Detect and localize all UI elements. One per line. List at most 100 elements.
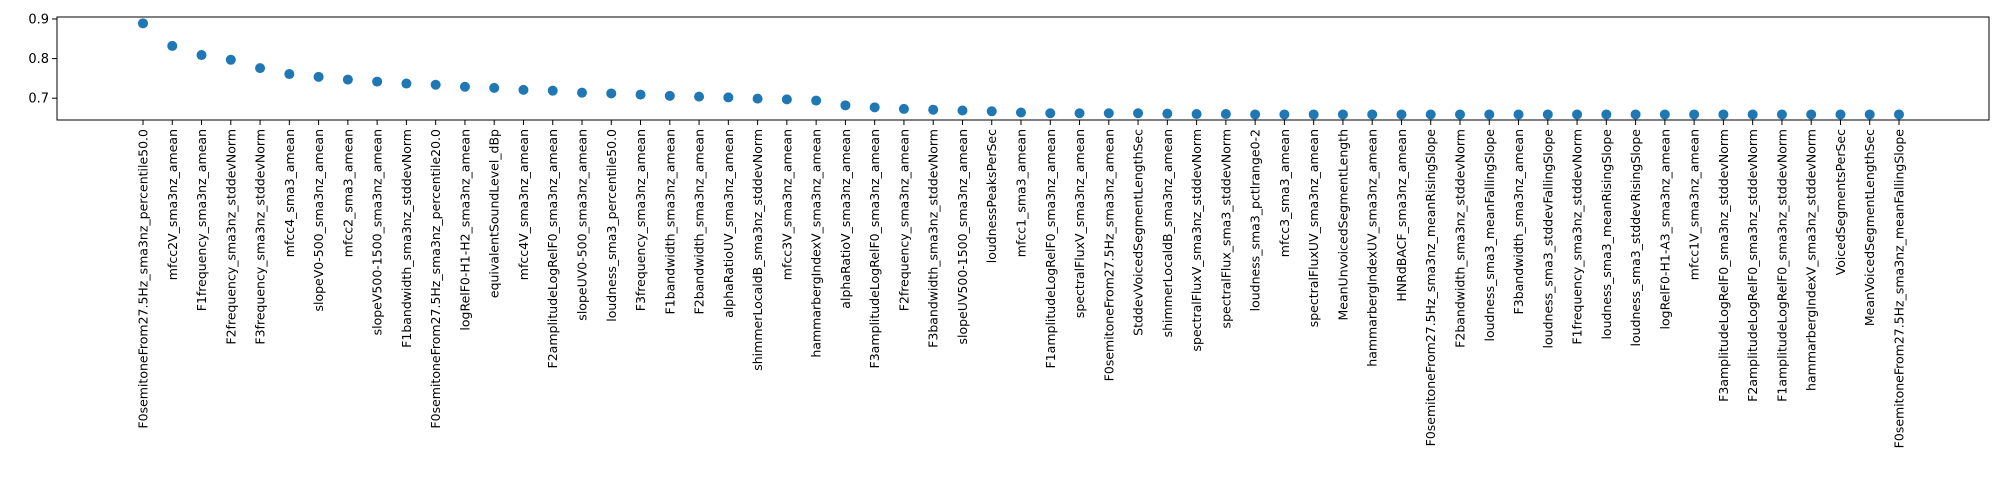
data-point (196, 50, 207, 61)
x-tick-label: F3frequency_sma3nz_amean (633, 129, 648, 311)
x-axis: F0semitoneFrom27.5Hz_sma3nz_percentile50… (136, 120, 1907, 448)
data-point (664, 90, 675, 101)
data-point (518, 84, 529, 95)
x-tick-label: loudness_sma3_meanFallingSlope (1482, 129, 1497, 342)
x-tick-label: mfcc2_sma3_amean (340, 129, 355, 257)
data-point (1045, 108, 1056, 119)
data-point (459, 81, 470, 92)
data-point (167, 40, 178, 51)
x-tick-label: loudness_sma3_meanRisingSlope (1599, 129, 1614, 340)
data-point (255, 63, 266, 74)
x-tick-label: mfcc1_sma3_amean (1014, 129, 1029, 257)
data-point (1747, 109, 1758, 120)
data-point (1103, 108, 1114, 119)
x-tick-label: logRelF0-H1-H2_sma3nz_amean (457, 129, 472, 331)
data-point (752, 93, 763, 104)
x-tick-label: HNRdBACF_sma3nz_amean (1394, 129, 1409, 302)
data-point (138, 18, 148, 29)
data-point (430, 79, 441, 90)
data-point (1455, 109, 1465, 120)
data-point (898, 103, 909, 114)
data-point (401, 78, 412, 89)
x-tick-label: F1amplitudeLogRelF0_sma3nz_stddevNorm (1774, 129, 1789, 402)
data-point (1162, 108, 1173, 119)
x-tick-label: F0semitoneFrom27.5Hz_sma3nz_meanFallingS… (1892, 129, 1907, 449)
data-point (1572, 109, 1583, 120)
data-point (1513, 109, 1524, 120)
data-point (1220, 109, 1231, 120)
data-point (1016, 107, 1026, 118)
data-point (1425, 109, 1436, 120)
y-tick-label: 0.9 (28, 12, 49, 27)
data-point (957, 105, 968, 116)
data-point (1337, 109, 1348, 120)
x-tick-label: F1frequency_sma3nz_amean (194, 129, 209, 311)
x-tick-label: alphaRatioUV_sma3nz_amean (721, 129, 736, 318)
x-tick-label: spectralFluxV_sma3nz_amean (1072, 129, 1087, 318)
x-tick-label: F3bandwidth_sma3nz_stddevNorm (926, 129, 941, 348)
x-tick-label: F2amplitudeLogRelF0_sma3nz_stddevNorm (1745, 129, 1760, 402)
data-point (1191, 109, 1202, 120)
x-tick-label: mfcc4_sma3_amean (282, 129, 297, 257)
data-point (1484, 109, 1495, 120)
x-tick-label: mfcc1V_sma3nz_amean (1687, 129, 1702, 280)
data-point (1689, 109, 1700, 120)
data-point (723, 92, 734, 103)
data-point (1864, 109, 1875, 120)
x-tick-label: MeanUnvoicedSegmentLength (1335, 129, 1350, 321)
x-tick-label: F0semitoneFrom27.5Hz_sma3nz_percentile50… (136, 129, 151, 429)
data-point (1074, 108, 1085, 119)
data-point (1250, 109, 1261, 120)
x-tick-label: MeanVoicedSegmentLengthSec (1862, 129, 1877, 326)
x-tick-label: alphaRatioV_sma3nz_amean (838, 129, 853, 309)
x-tick-label: F2bandwidth_sma3nz_amean (692, 129, 707, 314)
y-tick-label: 0.8 (28, 52, 49, 67)
data-point (1133, 108, 1144, 119)
x-tick-label: StddevVoicedSegmentLengthSec (1131, 129, 1146, 336)
data-point (694, 91, 705, 102)
x-tick-label: F3frequency_sma3nz_stddevNorm (253, 129, 268, 345)
data-point (489, 82, 500, 93)
x-tick-label: hammarbergIndexV_sma3nz_amean (809, 129, 824, 358)
x-tick-label: F0semitoneFrom27.5Hz_sma3nz_meanRisingSl… (1423, 129, 1438, 447)
x-tick-label: F2frequency_sma3nz_amean (896, 129, 911, 311)
data-point (1835, 109, 1846, 120)
x-tick-label: F3amplitudeLogRelF0_sma3nz_amean (867, 129, 882, 368)
y-tick-label: 0.7 (28, 92, 49, 107)
data-point (342, 74, 353, 85)
x-tick-label: slopeUV500-1500_sma3nz_amean (955, 129, 970, 345)
x-tick-label: F2bandwidth_sma3nz_stddevNorm (1453, 129, 1468, 348)
data-point (1630, 109, 1641, 120)
x-tick-label: spectralFluxUV_sma3nz_amean (1306, 129, 1321, 327)
x-tick-label: spectralFluxV_sma3nz_stddevNorm (1189, 129, 1204, 351)
x-tick-label: slopeUV0-500_sma3nz_amean (575, 129, 590, 321)
data-point (1601, 109, 1612, 120)
x-tick-label: F1frequency_sma3nz_stddevNorm (1570, 129, 1585, 345)
x-tick-label: shimmerLocaldB_sma3nz_stddevNorm (750, 129, 765, 371)
x-tick-label: hammarbergIndexV_sma3nz_stddevNorm (1804, 129, 1819, 391)
x-tick-label: F3bandwidth_sma3nz_amean (1511, 129, 1526, 314)
x-tick-label: mfcc3_sma3_amean (1277, 129, 1292, 257)
x-tick-label: loudness_sma3_percentile50.0 (604, 129, 619, 322)
x-tick-label: spectralFlux_sma3_stddevNorm (1218, 129, 1233, 328)
x-tick-label: loudness_sma3_pctlrange0-2 (1248, 129, 1263, 311)
data-point (1279, 109, 1290, 120)
x-tick-label: slopeV500-1500_sma3nz_amean (370, 129, 385, 335)
axes-frame (56, 16, 1990, 121)
data-point (284, 69, 295, 80)
data-point (1542, 109, 1553, 120)
x-tick-label: equivalentSoundLevel_dBp (487, 129, 502, 298)
x-tick-label: F2amplitudeLogRelF0_sma3nz_amean (545, 129, 560, 368)
x-tick-label: mfcc4V_sma3nz_amean (516, 129, 531, 280)
data-point (225, 54, 236, 65)
data-point (840, 100, 851, 111)
data-point (928, 104, 939, 115)
x-tick-label: mfcc3V_sma3nz_amean (779, 129, 794, 280)
data-point (1367, 109, 1378, 120)
y-axis: 0.7 0.8 0.9 (28, 12, 57, 107)
data-points (138, 18, 1904, 120)
data-point (577, 87, 587, 98)
data-point (1894, 109, 1904, 120)
data-point (547, 85, 558, 96)
